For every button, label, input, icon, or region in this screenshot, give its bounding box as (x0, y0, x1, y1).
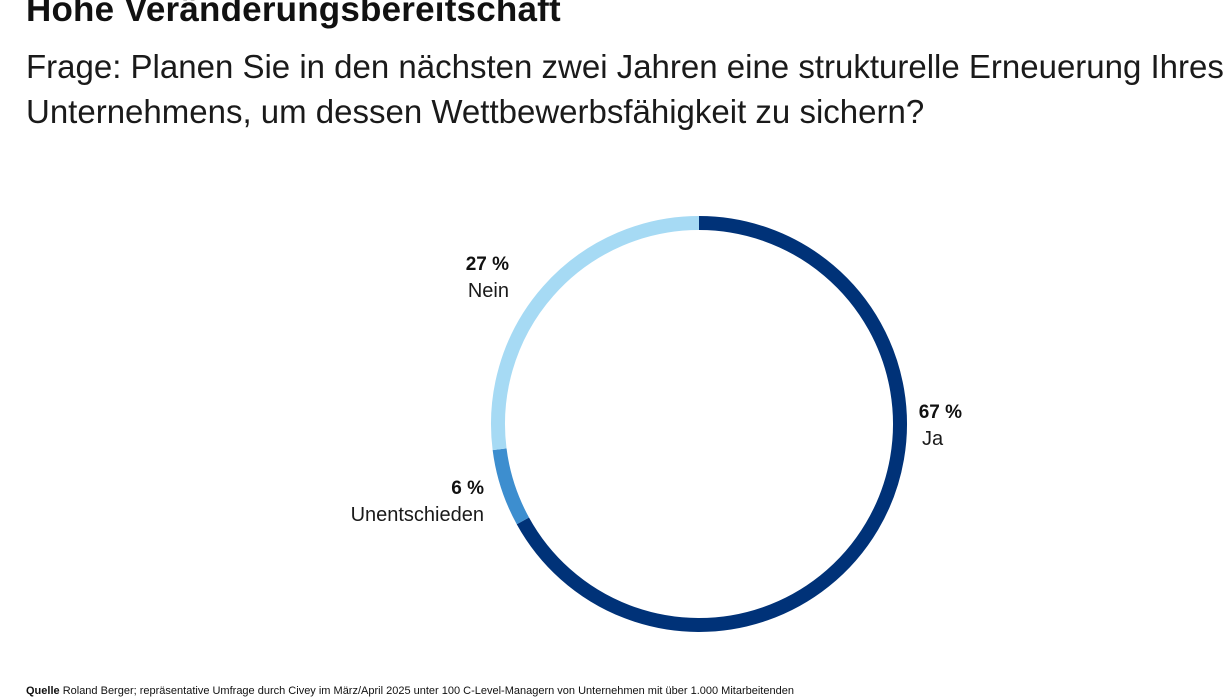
chart-subtitle: Frage: Planen Sie in den nächsten zwei J… (26, 48, 1224, 130)
slice-name-label-nein: Nein (468, 280, 509, 302)
slice-value-label-ja: 67 % (919, 402, 962, 423)
slice-nein (491, 216, 700, 451)
source-text: Roland Berger; repräsentative Umfrage du… (62, 685, 794, 697)
slice-unentschieden (492, 448, 530, 525)
chart-title: Hohe Veränderungsbereitschaft (26, 0, 561, 29)
source-label: Quelle (26, 685, 60, 697)
donut-ring (491, 216, 907, 632)
source-note: Quelle Roland Berger; repräsentative Umf… (26, 685, 794, 697)
slice-value-label-unentschieden: 6 % (451, 478, 484, 499)
slice-name-label-unentschieden: Unentschieden (351, 504, 484, 526)
slice-value-label-nein: 27 % (466, 254, 509, 275)
slice-name-label-ja: Ja (922, 428, 944, 450)
slice-ja (516, 216, 907, 632)
